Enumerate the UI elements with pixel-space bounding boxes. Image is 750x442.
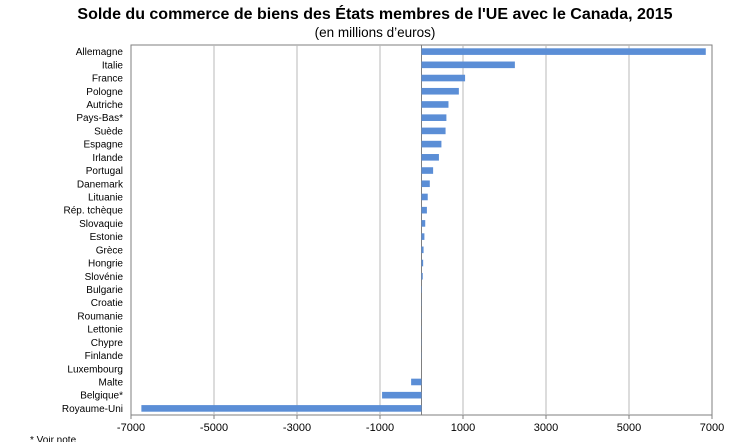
category-label: Irlande — [92, 153, 123, 164]
category-label: Slovaquie — [79, 219, 123, 230]
category-label: Lettonie — [87, 325, 123, 336]
category-label: Hongrie — [88, 259, 123, 270]
bar — [421, 180, 430, 188]
x-tick-label: 7000 — [700, 422, 724, 434]
bar — [421, 114, 447, 121]
chart-subtitle: (en millions d’euros) — [314, 25, 436, 40]
category-label: Luxembourg — [67, 364, 123, 375]
x-tick-label: -3000 — [283, 422, 311, 434]
category-label: Slovénie — [85, 272, 124, 283]
category-label: Allemagne — [76, 47, 124, 58]
category-label: Portugal — [86, 166, 123, 177]
bar — [421, 48, 706, 55]
bar — [421, 154, 439, 161]
category-label: Estonie — [90, 232, 124, 243]
category-label: Croatie — [91, 298, 124, 309]
bar — [421, 101, 449, 108]
bar — [421, 61, 515, 69]
bar — [411, 378, 422, 386]
x-tick-label: 1000 — [451, 422, 475, 434]
category-label: Rép. tchèque — [64, 206, 124, 217]
bar — [421, 220, 426, 227]
x-tick-label: 5000 — [617, 422, 641, 434]
x-tick-label: -7000 — [117, 422, 145, 434]
bar — [421, 206, 427, 214]
category-label: Belgique* — [80, 391, 123, 402]
bar — [421, 87, 459, 95]
category-label: Suède — [94, 126, 123, 137]
bar — [421, 246, 424, 254]
bar — [421, 167, 434, 174]
bar — [421, 272, 423, 280]
category-label: Grèce — [96, 245, 124, 256]
category-label: Malte — [99, 377, 124, 388]
category-label: Pays-Bas* — [76, 113, 123, 124]
footnote: * Voir note — [30, 436, 77, 442]
x-tick-label: -5000 — [200, 422, 228, 434]
category-label: Royaume-Uni — [62, 404, 123, 415]
category-label: Bulgarie — [86, 285, 123, 296]
category-label: Espagne — [84, 140, 124, 151]
bar — [421, 259, 424, 267]
x-tick-label: -1000 — [366, 422, 394, 434]
chart-title: Solde du commerce de biens des États mem… — [77, 6, 673, 23]
category-label: France — [92, 74, 124, 85]
bar — [141, 405, 422, 412]
category-label: Lituanie — [88, 192, 123, 203]
bar — [421, 127, 446, 135]
category-label: Autriche — [86, 100, 123, 111]
bar — [421, 233, 425, 240]
bar — [421, 74, 466, 82]
category-label: Finlande — [85, 351, 124, 362]
category-label: Italie — [102, 60, 124, 71]
x-tick-label: 3000 — [534, 422, 558, 434]
category-label: Chypre — [91, 338, 124, 349]
category-label: Pologne — [86, 87, 123, 98]
bar — [421, 193, 428, 201]
category-label: Roumanie — [77, 311, 123, 322]
category-label: Danemark — [77, 179, 124, 190]
bar — [382, 391, 422, 399]
bar — [421, 140, 442, 148]
